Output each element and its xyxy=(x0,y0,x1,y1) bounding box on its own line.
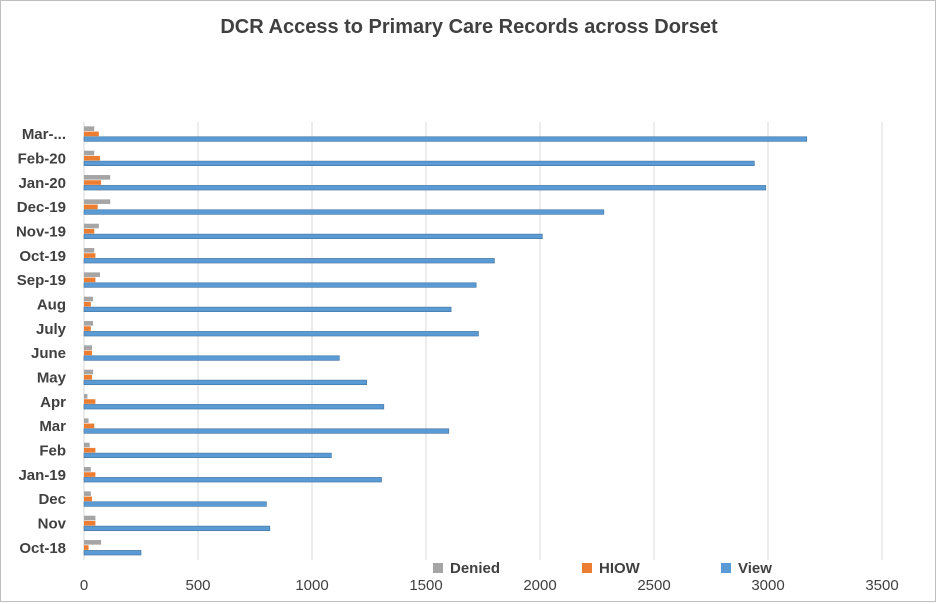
x-tick-label: 2500 xyxy=(637,577,670,594)
bar-denied xyxy=(84,175,111,180)
bar-hiow xyxy=(84,423,95,429)
bar-denied xyxy=(84,442,90,448)
category-label: May xyxy=(37,370,67,387)
bar-hiow xyxy=(84,155,100,161)
category-label: Mar-... xyxy=(22,126,66,143)
category-label: Oct-18 xyxy=(19,540,66,557)
bar-denied xyxy=(84,369,94,375)
x-tick-label: 3000 xyxy=(751,577,784,594)
bar-view xyxy=(83,136,808,142)
x-tick-label: 1500 xyxy=(409,577,442,594)
bar-hiow xyxy=(84,374,92,380)
x-tick-label: 1000 xyxy=(295,577,328,594)
bar-hiow xyxy=(84,399,96,404)
category-label: Feb-20 xyxy=(18,151,66,168)
category-label: Jan-19 xyxy=(18,467,66,484)
bar-denied xyxy=(84,272,100,277)
category-label: Apr xyxy=(40,394,66,411)
bar-hiow xyxy=(84,350,92,356)
bar-denied xyxy=(84,126,95,131)
category-label: Jan-20 xyxy=(18,175,66,192)
bar-denied xyxy=(84,296,94,302)
legend-label-hiow: HIOW xyxy=(599,560,641,577)
bar-denied xyxy=(84,418,89,423)
chart-title: DCR Access to Primary Care Records acros… xyxy=(220,16,718,38)
bar-hiow xyxy=(84,131,99,137)
bar-view xyxy=(83,477,382,483)
category-label: June xyxy=(31,345,66,362)
bar-hiow xyxy=(84,520,96,526)
bar-view xyxy=(83,355,340,361)
bar-denied xyxy=(84,540,102,545)
legend-label-view: View xyxy=(738,560,772,577)
bar-hiow xyxy=(84,496,92,502)
bar-denied xyxy=(84,199,111,204)
bar-hiow xyxy=(84,472,96,477)
bar-view xyxy=(83,185,767,191)
bar-denied xyxy=(84,467,91,472)
x-tick-label: 500 xyxy=(185,577,210,594)
bar-denied xyxy=(84,223,99,229)
bar-denied xyxy=(84,321,94,326)
bar-hiow xyxy=(84,204,98,210)
bar-hiow xyxy=(84,326,91,331)
x-tick-label: 2000 xyxy=(523,577,556,594)
bar-view xyxy=(83,331,479,337)
category-label: Nov-19 xyxy=(16,224,66,241)
category-label: Sep-19 xyxy=(17,272,66,289)
bar-view xyxy=(83,428,450,434)
bar-view xyxy=(83,258,495,264)
bar-view xyxy=(83,404,385,410)
bar-view xyxy=(83,525,271,531)
bar-hiow xyxy=(84,447,96,453)
x-tick-label: 3500 xyxy=(865,577,898,594)
bar-denied xyxy=(84,248,95,253)
category-label: Oct-19 xyxy=(19,248,66,265)
bar-denied xyxy=(84,515,96,521)
bar-denied xyxy=(84,345,92,350)
bar-view xyxy=(83,209,605,215)
category-label: Dec-19 xyxy=(17,199,66,216)
bar-view xyxy=(83,233,543,240)
legend-swatch-denied xyxy=(433,563,443,573)
bar-hiow xyxy=(84,228,95,234)
bar-view xyxy=(83,306,452,313)
category-label: Feb xyxy=(39,443,66,460)
bar-view xyxy=(83,160,755,167)
bar-hiow xyxy=(84,545,89,550)
bar-denied xyxy=(84,491,91,496)
category-label: Dec xyxy=(38,491,66,508)
bar-hiow xyxy=(84,180,102,185)
bar-hiow xyxy=(84,277,96,283)
bar-denied xyxy=(84,394,88,399)
bar-view xyxy=(83,550,142,556)
category-label: July xyxy=(36,321,67,338)
bar-hiow xyxy=(84,253,96,258)
bar-denied xyxy=(84,150,95,156)
x-tick-label: 0 xyxy=(80,577,88,594)
legend-swatch-hiow xyxy=(582,563,592,573)
bar-hiow xyxy=(84,301,91,307)
category-label: Nov xyxy=(38,516,67,533)
category-label: Mar xyxy=(39,418,66,435)
category-label: Aug xyxy=(37,297,66,314)
bar-view xyxy=(83,501,267,507)
bar-view xyxy=(83,379,368,386)
legend-swatch-view xyxy=(721,563,731,573)
bar-view xyxy=(83,282,477,288)
bar-view xyxy=(83,452,332,459)
legend-label-denied: Denied xyxy=(450,560,500,577)
